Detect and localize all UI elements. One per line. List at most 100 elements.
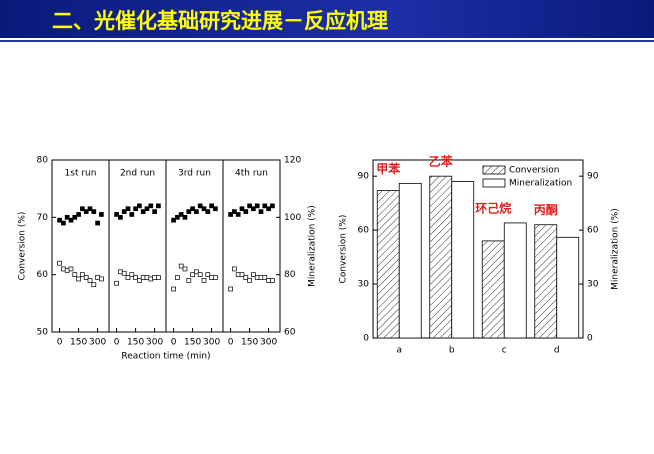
legend-label: Mineralization bbox=[509, 179, 572, 189]
data-point bbox=[114, 280, 119, 286]
x-tick-label: 150 bbox=[184, 338, 201, 348]
legend-label: Conversion bbox=[509, 166, 559, 176]
data-point bbox=[61, 220, 66, 226]
data-point bbox=[121, 209, 127, 214]
data-point bbox=[213, 206, 218, 212]
data-point bbox=[80, 272, 85, 278]
panel-title: 3rd run bbox=[178, 169, 211, 179]
y-tick-label: 0 bbox=[363, 334, 369, 344]
data-point bbox=[91, 209, 97, 214]
x-tick-label: d bbox=[554, 346, 560, 356]
data-point bbox=[144, 275, 150, 280]
data-point bbox=[235, 272, 241, 278]
y-tick-label: 50 bbox=[37, 328, 49, 338]
bar-hatch bbox=[482, 240, 505, 338]
x-axis-label: Reaction time (min) bbox=[121, 352, 210, 362]
data-point bbox=[148, 276, 154, 282]
x-tick-label: b bbox=[449, 346, 455, 356]
y-tick-label: 30 bbox=[358, 280, 370, 290]
data-point bbox=[228, 212, 233, 217]
data-point bbox=[64, 214, 70, 220]
y2-tick-label: 80 bbox=[284, 270, 296, 280]
data-point bbox=[137, 203, 142, 209]
data-point bbox=[61, 266, 66, 272]
panel-title: 2nd run bbox=[120, 169, 155, 179]
data-point bbox=[190, 272, 195, 278]
y-tick-label: 60 bbox=[37, 270, 49, 280]
bar-hatch bbox=[377, 190, 400, 338]
data-point bbox=[235, 212, 241, 217]
data-point bbox=[87, 278, 93, 283]
panel-title: 1st run bbox=[65, 169, 97, 179]
data-point bbox=[144, 206, 150, 212]
data-point bbox=[197, 272, 203, 278]
header-rule bbox=[0, 40, 654, 42]
data-point bbox=[175, 275, 180, 280]
data-point bbox=[57, 260, 62, 266]
y-tick-label: 60 bbox=[358, 226, 370, 236]
data-point bbox=[232, 209, 237, 214]
data-point bbox=[247, 203, 252, 209]
data-point bbox=[99, 276, 104, 282]
plot-frame bbox=[372, 159, 584, 339]
data-point bbox=[213, 275, 218, 280]
data-point bbox=[76, 276, 81, 282]
data-point bbox=[205, 209, 211, 214]
annotation: 丙酮 bbox=[534, 203, 558, 217]
data-point bbox=[76, 212, 81, 217]
bar bbox=[556, 236, 580, 339]
data-point bbox=[171, 217, 176, 223]
data-point bbox=[186, 278, 192, 283]
data-point bbox=[152, 209, 157, 214]
y2-tick-label: 0 bbox=[587, 334, 593, 344]
data-point bbox=[140, 275, 146, 280]
data-point bbox=[262, 203, 268, 209]
data-point bbox=[251, 206, 256, 212]
data-point bbox=[243, 275, 249, 280]
data-point bbox=[121, 270, 127, 276]
y2-axis-label: Mineralization (%) bbox=[611, 208, 621, 290]
data-point bbox=[68, 217, 74, 223]
data-point bbox=[114, 212, 119, 217]
data-point bbox=[201, 278, 207, 283]
data-point bbox=[209, 275, 214, 280]
data-point bbox=[133, 206, 138, 212]
x-tick-label: 300 bbox=[89, 338, 106, 348]
data-point bbox=[129, 272, 135, 278]
data-point bbox=[247, 278, 252, 283]
data-point bbox=[57, 217, 62, 223]
legend-swatch bbox=[482, 178, 506, 188]
data-point bbox=[194, 269, 199, 275]
data-point bbox=[64, 268, 70, 273]
bar-hatch bbox=[429, 176, 452, 338]
y-tick-label: 70 bbox=[37, 213, 49, 223]
data-point bbox=[197, 203, 203, 209]
x-tick-label: a bbox=[396, 346, 402, 356]
data-point bbox=[270, 203, 275, 209]
data-point bbox=[72, 214, 78, 220]
data-point bbox=[72, 272, 78, 278]
data-point bbox=[270, 278, 275, 283]
y2-tick-label: 60 bbox=[284, 328, 296, 338]
data-point bbox=[133, 275, 138, 280]
y-tick-label: 90 bbox=[358, 172, 370, 182]
data-point bbox=[201, 206, 207, 212]
data-point bbox=[68, 266, 74, 272]
data-point bbox=[83, 275, 89, 280]
y2-axis-label: Mineralization (%) bbox=[308, 205, 318, 287]
x-tick-label: 0 bbox=[57, 338, 63, 348]
data-point bbox=[178, 263, 184, 269]
data-point bbox=[95, 275, 100, 280]
data-point bbox=[186, 209, 192, 214]
data-point bbox=[258, 209, 264, 214]
data-point bbox=[239, 206, 245, 212]
data-point bbox=[228, 286, 233, 292]
data-point bbox=[258, 275, 264, 280]
legend-hatch bbox=[483, 166, 505, 174]
data-point bbox=[175, 214, 180, 220]
y-axis-label: Conversion (%) bbox=[18, 212, 28, 281]
annotation: 乙苯 bbox=[429, 154, 454, 169]
data-point bbox=[232, 266, 237, 272]
bar bbox=[398, 182, 422, 339]
x-tick-label: 0 bbox=[114, 338, 120, 348]
